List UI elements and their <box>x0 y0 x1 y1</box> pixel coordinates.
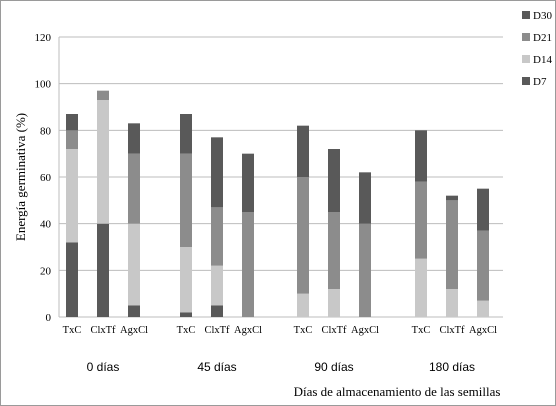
category-label-clxtf: ClxTf <box>321 325 347 336</box>
bar-d21-90-dias-agxcl <box>359 223 371 317</box>
bar-d7-45-dias-txc <box>180 312 192 317</box>
bar-d14-90-dias-txc <box>297 293 309 317</box>
group-label: 90 días <box>314 360 353 374</box>
legend-label-d7: D7 <box>533 76 547 88</box>
category-label-clxtf: ClxTf <box>439 325 465 336</box>
bar-d21-45-dias-clxtf <box>211 207 223 266</box>
category-label-clxtf: ClxTf <box>204 325 230 336</box>
bar-d21-0-dias-clxtf <box>97 90 109 100</box>
x-axis-title: Días de almacenamiento de las semillas <box>294 384 501 399</box>
group-label: 0 días <box>87 360 120 374</box>
legend-label-d30: D30 <box>533 10 552 22</box>
y-tick-label-60: 60 <box>40 172 52 184</box>
y-tick-label-40: 40 <box>40 219 52 231</box>
bar-d7-0-dias-clxtf <box>97 223 109 317</box>
bar-d30-90-dias-txc <box>297 125 309 177</box>
bar-d30-45-dias-agxcl <box>242 153 254 212</box>
bar-d7-45-dias-clxtf <box>211 305 223 317</box>
legend-swatch-d14 <box>522 55 530 63</box>
bar-d30-0-dias-txc <box>66 114 78 131</box>
bar-d21-180-dias-clxtf <box>446 200 458 289</box>
category-label-agxcl: AgxCl <box>351 325 379 336</box>
category-label-clxtf: ClxTf <box>90 325 116 336</box>
category-label-agxcl: AgxCl <box>120 325 148 336</box>
bar-d14-180-dias-agxcl <box>477 300 489 317</box>
bar-d21-0-dias-agxcl <box>128 153 140 224</box>
category-label-txc: TxC <box>63 325 82 336</box>
bar-d14-45-dias-txc <box>180 247 192 313</box>
y-tick-label-120: 120 <box>35 32 52 44</box>
bar-d30-180-dias-agxcl <box>477 188 489 231</box>
bar-d21-45-dias-txc <box>180 153 192 247</box>
category-label-txc: TxC <box>177 325 196 336</box>
category-label-txc: TxC <box>294 325 313 336</box>
bar-d21-90-dias-clxtf <box>328 212 340 289</box>
bar-d14-90-dias-clxtf <box>328 289 340 317</box>
bar-d7-0-dias-agxcl <box>128 305 140 317</box>
bar-d14-180-dias-clxtf <box>446 289 458 317</box>
legend-swatch-d30 <box>522 11 530 19</box>
category-label-txc: TxC <box>412 325 431 336</box>
bar-d21-45-dias-agxcl <box>242 212 254 317</box>
bar-d30-0-dias-agxcl <box>128 123 140 154</box>
y-tick-label-20: 20 <box>40 265 52 277</box>
bar-d14-0-dias-clxtf <box>97 100 109 224</box>
bar-d30-45-dias-txc <box>180 114 192 154</box>
bar-d30-180-dias-clxtf <box>446 195 458 201</box>
category-label-agxcl: AgxCl <box>469 325 497 336</box>
legend-swatch-d7 <box>522 77 530 85</box>
y-tick-label-0: 0 <box>46 312 52 324</box>
legend-swatch-d21 <box>522 33 530 41</box>
group-label: 180 días <box>429 360 475 374</box>
bar-d14-180-dias-txc <box>415 258 427 317</box>
bar-d14-45-dias-clxtf <box>211 265 223 306</box>
y-tick-label-80: 80 <box>40 125 52 137</box>
y-axis-title: Energía germinativa (%) <box>13 113 28 241</box>
bar-d21-0-dias-txc <box>66 130 78 149</box>
y-tick-label-100: 100 <box>35 79 52 91</box>
bar-d30-90-dias-agxcl <box>359 172 371 224</box>
group-label: 45 días <box>197 360 236 374</box>
bar-d21-180-dias-txc <box>415 181 427 259</box>
bar-d7-0-dias-txc <box>66 242 78 317</box>
bar-d14-0-dias-txc <box>66 149 78 243</box>
legend-label-d14: D14 <box>533 54 552 66</box>
bar-d21-90-dias-txc <box>297 177 309 294</box>
bar-d21-180-dias-agxcl <box>477 230 489 301</box>
category-label-agxcl: AgxCl <box>234 325 262 336</box>
bar-d14-0-dias-agxcl <box>128 223 140 306</box>
bar-d30-180-dias-txc <box>415 130 427 182</box>
bar-d30-90-dias-clxtf <box>328 149 340 212</box>
bar-d30-45-dias-clxtf <box>211 137 223 208</box>
legend-label-d21: D21 <box>533 32 552 44</box>
